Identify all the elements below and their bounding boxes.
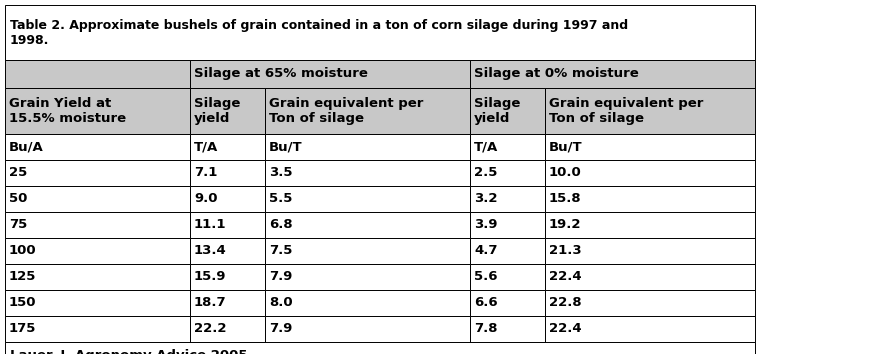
Bar: [190, 186, 265, 212]
Bar: [470, 316, 545, 342]
Bar: [5, 5, 755, 60]
Text: Silage
yield: Silage yield: [194, 97, 241, 125]
Bar: [5, 160, 190, 186]
Text: 13.4: 13.4: [194, 245, 227, 257]
Text: 11.1: 11.1: [194, 218, 227, 232]
Bar: [265, 88, 470, 134]
Bar: [470, 134, 545, 160]
Text: 7.5: 7.5: [269, 245, 292, 257]
Bar: [470, 212, 545, 238]
Text: 6.6: 6.6: [474, 297, 497, 309]
Text: 10.0: 10.0: [549, 166, 581, 179]
Text: Silage
yield: Silage yield: [474, 97, 520, 125]
Text: 22.8: 22.8: [549, 297, 581, 309]
Text: T/A: T/A: [194, 141, 219, 154]
Text: 18.7: 18.7: [194, 297, 227, 309]
Text: 150: 150: [9, 297, 36, 309]
Text: 100: 100: [9, 245, 36, 257]
Bar: [265, 160, 470, 186]
Bar: [470, 160, 545, 186]
Text: Bu/T: Bu/T: [549, 141, 582, 154]
Text: 22.4: 22.4: [549, 270, 581, 284]
Bar: [190, 88, 265, 134]
Text: Bu/A: Bu/A: [9, 141, 43, 154]
Text: Table 2. Approximate bushels of grain contained in a ton of corn silage during 1: Table 2. Approximate bushels of grain co…: [10, 18, 628, 46]
Bar: [545, 290, 755, 316]
Bar: [545, 316, 755, 342]
Text: 4.7: 4.7: [474, 245, 497, 257]
Text: Lauer, J. Agronomy Advice 2005: Lauer, J. Agronomy Advice 2005: [10, 349, 248, 354]
Bar: [470, 238, 545, 264]
Text: 6.8: 6.8: [269, 218, 293, 232]
Bar: [265, 186, 470, 212]
Bar: [545, 88, 755, 134]
Bar: [5, 238, 190, 264]
Bar: [265, 264, 470, 290]
Text: 3.5: 3.5: [269, 166, 293, 179]
Text: 7.9: 7.9: [269, 270, 292, 284]
Text: 8.0: 8.0: [269, 297, 293, 309]
Bar: [545, 134, 755, 160]
Bar: [190, 290, 265, 316]
Text: 22.4: 22.4: [549, 322, 581, 336]
Bar: [470, 290, 545, 316]
Bar: [545, 238, 755, 264]
Bar: [5, 88, 190, 134]
Bar: [470, 88, 545, 134]
Text: 50: 50: [9, 193, 27, 206]
Bar: [5, 186, 190, 212]
Text: Bu/T: Bu/T: [269, 141, 303, 154]
Text: 3.2: 3.2: [474, 193, 497, 206]
Bar: [5, 264, 190, 290]
Text: 22.2: 22.2: [194, 322, 227, 336]
Bar: [265, 212, 470, 238]
Bar: [545, 160, 755, 186]
Bar: [190, 264, 265, 290]
Text: 75: 75: [9, 218, 27, 232]
Text: Grain Yield at
15.5% moisture: Grain Yield at 15.5% moisture: [9, 97, 127, 125]
Bar: [545, 212, 755, 238]
Bar: [470, 60, 755, 88]
Bar: [190, 212, 265, 238]
Bar: [190, 238, 265, 264]
Bar: [265, 316, 470, 342]
Bar: [470, 186, 545, 212]
Bar: [265, 238, 470, 264]
Bar: [5, 290, 190, 316]
Text: T/A: T/A: [474, 141, 498, 154]
Text: 7.8: 7.8: [474, 322, 497, 336]
Bar: [190, 60, 470, 88]
Bar: [470, 264, 545, 290]
Bar: [190, 160, 265, 186]
Bar: [190, 316, 265, 342]
Text: 21.3: 21.3: [549, 245, 581, 257]
Bar: [265, 290, 470, 316]
Bar: [545, 186, 755, 212]
Bar: [5, 212, 190, 238]
Bar: [190, 134, 265, 160]
Bar: [5, 60, 190, 88]
Text: 15.9: 15.9: [194, 270, 227, 284]
Text: 19.2: 19.2: [549, 218, 581, 232]
Text: 5.6: 5.6: [474, 270, 497, 284]
Text: Grain equivalent per
Ton of silage: Grain equivalent per Ton of silage: [269, 97, 423, 125]
Text: 9.0: 9.0: [194, 193, 218, 206]
Text: Grain equivalent per
Ton of silage: Grain equivalent per Ton of silage: [549, 97, 704, 125]
Text: 25: 25: [9, 166, 27, 179]
Text: 125: 125: [9, 270, 36, 284]
Text: Silage at 0% moisture: Silage at 0% moisture: [474, 68, 639, 80]
Bar: [5, 134, 190, 160]
Text: 2.5: 2.5: [474, 166, 497, 179]
Bar: [545, 264, 755, 290]
Bar: [5, 316, 190, 342]
Text: 7.9: 7.9: [269, 322, 292, 336]
Text: Silage at 65% moisture: Silage at 65% moisture: [194, 68, 368, 80]
Text: 15.8: 15.8: [549, 193, 581, 206]
Text: 3.9: 3.9: [474, 218, 497, 232]
Text: 5.5: 5.5: [269, 193, 292, 206]
Bar: [5, 342, 755, 354]
Text: 7.1: 7.1: [194, 166, 218, 179]
Text: 175: 175: [9, 322, 36, 336]
Bar: [265, 134, 470, 160]
